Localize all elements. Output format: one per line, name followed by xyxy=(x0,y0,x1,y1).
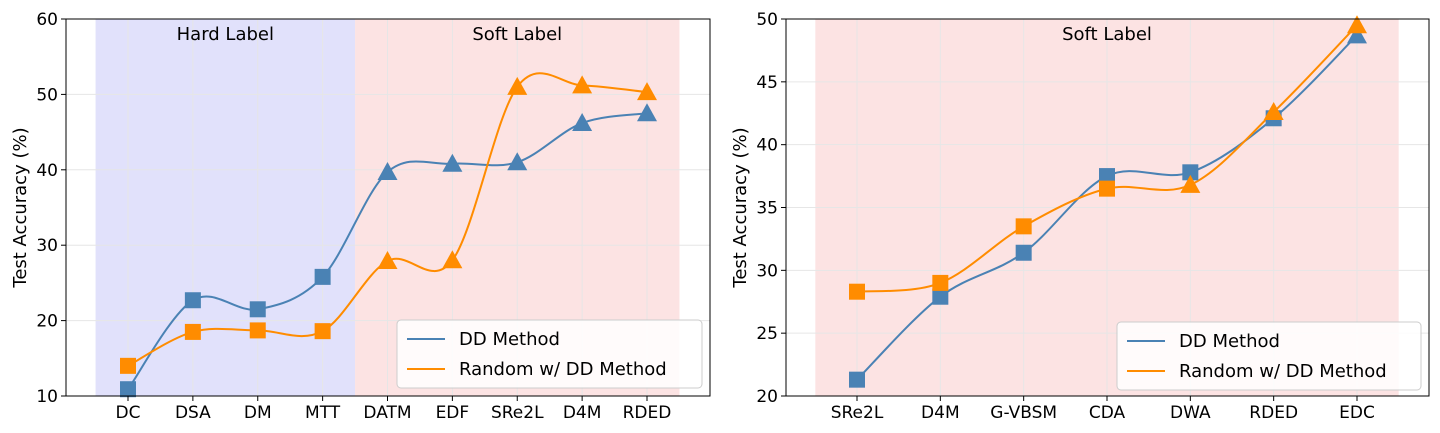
data-point xyxy=(1099,180,1115,197)
data-point xyxy=(377,162,398,181)
y-tick-label: 35 xyxy=(756,199,778,219)
data-point xyxy=(1180,174,1201,193)
data-point xyxy=(1263,101,1284,120)
x-tick-label: DATM xyxy=(363,403,411,423)
data-point xyxy=(637,103,657,122)
legend-box xyxy=(396,319,703,389)
data-point xyxy=(637,82,657,101)
legend-entry: DD Method xyxy=(459,329,560,350)
legend: DD Method Random w/ DD Method xyxy=(396,319,703,389)
data-point xyxy=(849,371,865,388)
series-markers-random xyxy=(120,75,657,374)
data-point xyxy=(849,283,865,300)
y-tick-label: 20 xyxy=(36,312,58,332)
data-point xyxy=(1015,218,1032,235)
y-tick-label: 50 xyxy=(36,85,58,105)
region-label: Soft Label xyxy=(472,24,562,45)
x-tick-label: D4M xyxy=(921,403,960,423)
data-point xyxy=(572,75,593,94)
y-tick-label: 25 xyxy=(756,324,778,344)
data-point xyxy=(314,268,331,285)
x-tick-label: EDC xyxy=(1339,403,1375,423)
data-point xyxy=(1182,164,1199,181)
x-tick-label: CDA xyxy=(1089,403,1126,423)
x-tick-label: D4M xyxy=(563,403,602,423)
y-tick-label: 40 xyxy=(36,161,58,181)
data-point xyxy=(1099,168,1115,185)
x-tick-label: EDF xyxy=(436,403,470,423)
data-point xyxy=(442,250,463,269)
data-point xyxy=(1015,244,1032,261)
y-axis-label: Test Accuracy (%) xyxy=(730,127,751,288)
series-line-random xyxy=(127,72,648,367)
region-hard xyxy=(95,19,356,396)
y-tick-label: 30 xyxy=(36,236,58,256)
series-markers-random xyxy=(849,15,1367,300)
data-point xyxy=(442,153,463,172)
x-tick-label: RDED xyxy=(623,403,672,423)
y-tick-label: 40 xyxy=(756,136,778,156)
region-label: Hard Label xyxy=(177,24,274,45)
y-tick-label: 45 xyxy=(756,73,778,93)
x-tick-label: RDED xyxy=(1249,403,1298,423)
x-tick-label: G-VBSM xyxy=(990,403,1057,423)
x-tick-label: DC xyxy=(116,403,141,423)
y-tick-label: 50 xyxy=(756,10,778,30)
data-point xyxy=(377,251,398,270)
y-tick-label: 10 xyxy=(36,387,58,407)
chart-right: Soft Label 20 25 30 35 40 45 50 SRe2L D4M G-VBSM CD… xyxy=(730,10,1430,423)
series-markers-dd xyxy=(120,103,657,398)
x-tick-label: SRe2L xyxy=(491,403,544,423)
data-point xyxy=(120,381,136,398)
data-point xyxy=(507,76,528,95)
data-point xyxy=(314,323,331,340)
data-point xyxy=(572,113,593,132)
data-point xyxy=(932,288,949,305)
legend-entry: Random w/ DD Method xyxy=(1179,361,1387,382)
data-point xyxy=(1347,15,1367,34)
y-tick-label: 30 xyxy=(756,261,778,281)
data-point xyxy=(507,152,528,171)
legend-entry: Random w/ DD Method xyxy=(459,359,667,380)
data-point xyxy=(184,323,201,340)
x-tick-label: SRe2L xyxy=(831,403,884,423)
x-tick-label: DWA xyxy=(1170,403,1211,423)
x-tick-label: DM xyxy=(244,403,272,423)
region-label: Soft Label xyxy=(1062,24,1152,45)
x-tick-label: MTT xyxy=(305,403,341,423)
y-tick-label: 60 xyxy=(36,10,58,30)
data-point xyxy=(184,292,201,309)
y-tick-label: 20 xyxy=(756,387,778,407)
data-point xyxy=(249,301,266,318)
data-point xyxy=(120,357,136,374)
series-line-dd xyxy=(127,112,648,390)
grid-lines xyxy=(66,18,710,397)
legend-box xyxy=(1116,321,1422,391)
y-axis-label: Test Accuracy (%) xyxy=(10,127,31,288)
legend: DD Method Random w/ DD Method xyxy=(1116,321,1422,391)
data-point xyxy=(1347,25,1367,44)
data-point xyxy=(932,274,949,291)
legend-entry: DD Method xyxy=(1179,331,1280,352)
x-tick-label: DSA xyxy=(175,403,211,423)
chart-left: Hard Label Soft Label 10 20 30 40 50 60 DC DSA DM M… xyxy=(10,10,711,423)
data-point xyxy=(249,322,266,339)
